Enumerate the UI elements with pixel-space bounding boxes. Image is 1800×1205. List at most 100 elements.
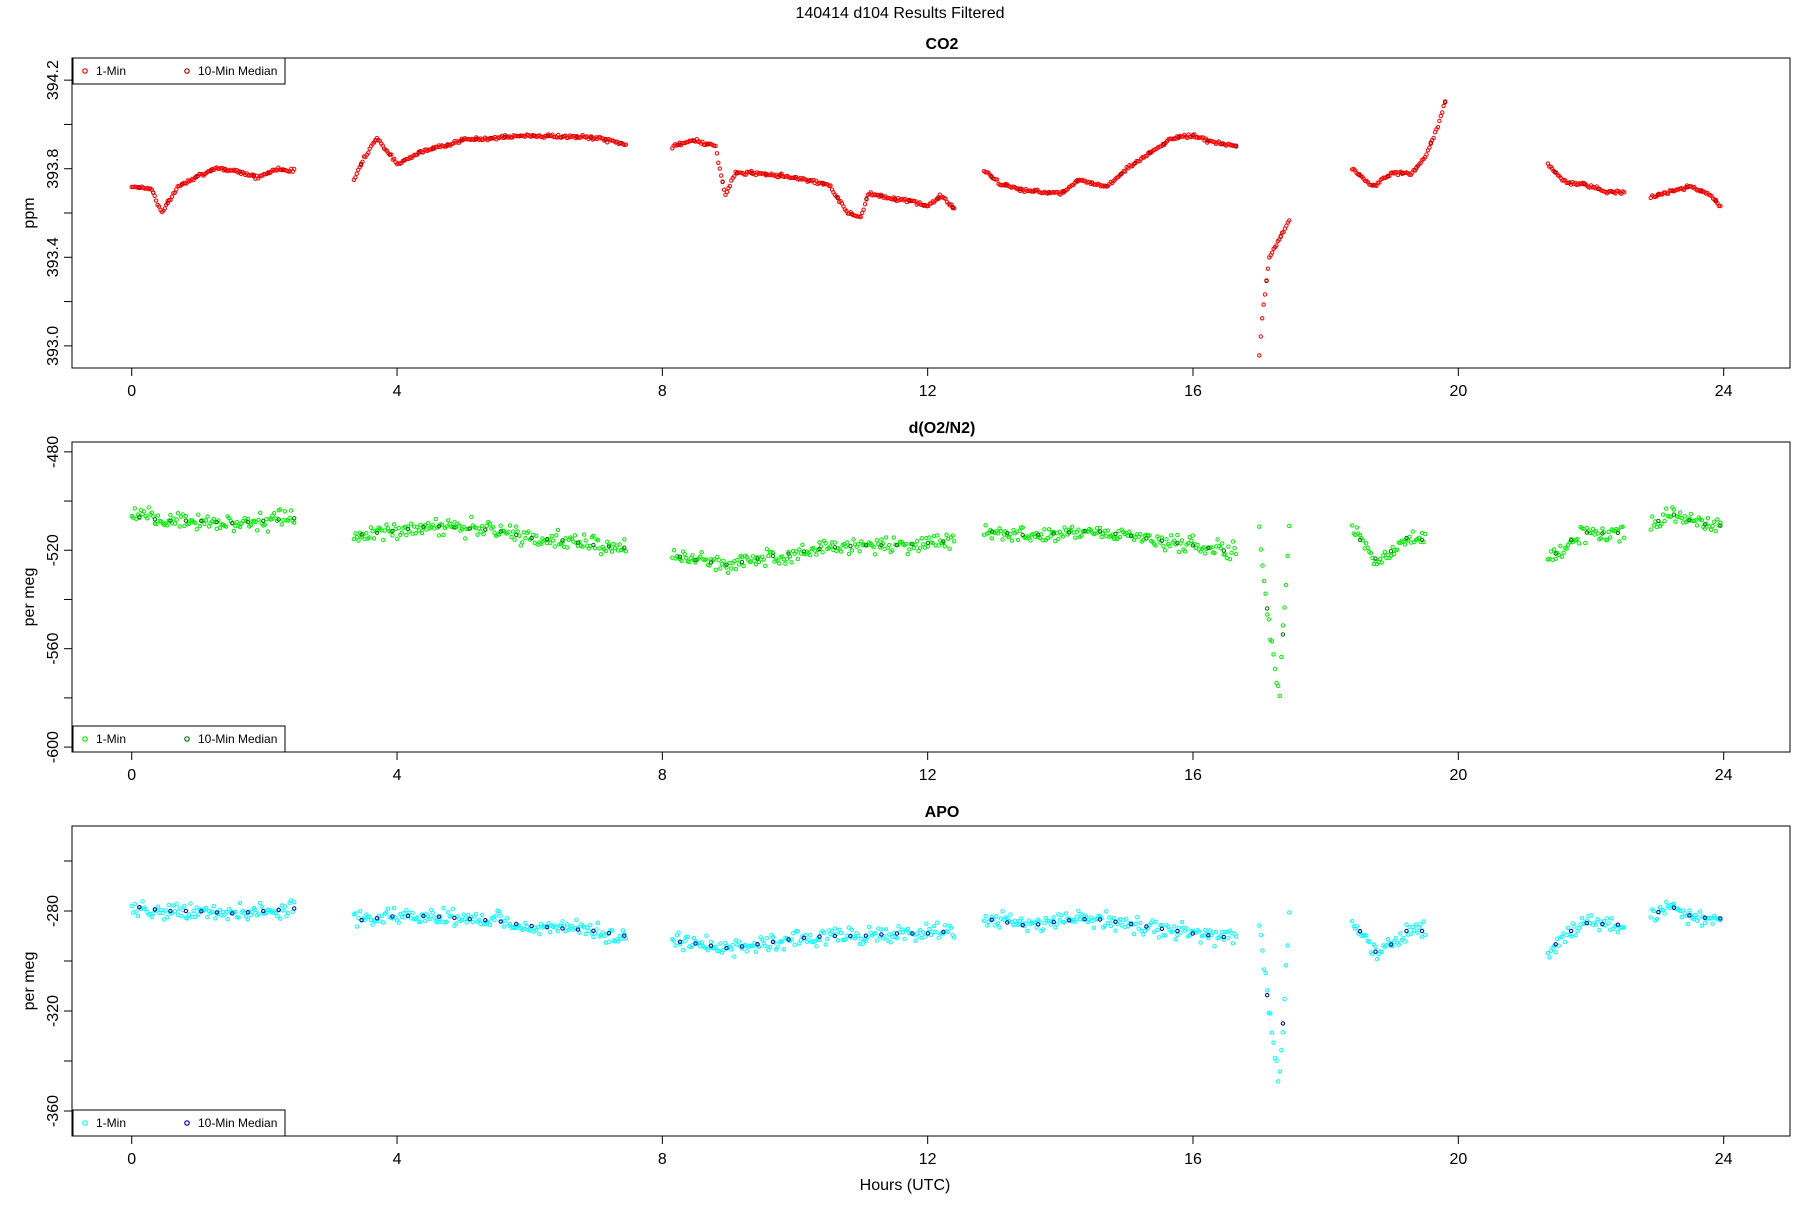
data-point: [1203, 551, 1208, 556]
y-tick-label: -280: [45, 895, 62, 927]
data-point: [552, 544, 557, 549]
data-point: [1553, 950, 1558, 955]
data-point: [1604, 538, 1610, 543]
x-tick-label: 8: [658, 383, 667, 400]
data-point: [453, 921, 459, 926]
data-point: [523, 536, 528, 541]
data-point: [156, 204, 162, 209]
data-point: [548, 540, 553, 546]
data-point: [441, 905, 446, 911]
page-title: 140414 d104 Results Filtered: [795, 5, 1004, 22]
data-point: [1283, 582, 1289, 588]
median-point: [560, 134, 565, 139]
data-point: [1057, 918, 1063, 923]
median-point: [894, 543, 900, 548]
data-point: [783, 561, 788, 566]
data-point: [894, 935, 900, 941]
median-point: [1066, 918, 1072, 923]
median-point: [1097, 917, 1103, 922]
data-point: [1687, 516, 1692, 521]
data-point: [223, 909, 229, 915]
data-point: [1688, 511, 1694, 517]
data-point: [716, 160, 721, 166]
data-point: [1040, 927, 1046, 932]
y-tick-label: -560: [45, 633, 62, 665]
data-point: [797, 547, 802, 552]
median-point: [1190, 133, 1196, 138]
data-point: [165, 523, 170, 528]
data-point: [194, 527, 199, 532]
median-point: [359, 532, 364, 537]
data-point: [418, 522, 423, 528]
x-tick-label: 4: [393, 767, 402, 784]
data-point: [814, 944, 819, 949]
data-point: [619, 936, 624, 941]
median-point: [749, 170, 754, 176]
plot-frame: [71, 825, 1791, 1137]
data-point: [1416, 535, 1422, 540]
data-point: [555, 527, 561, 533]
data-point: [1708, 916, 1714, 921]
median-point: [137, 905, 142, 910]
median-point: [544, 925, 550, 930]
data-point: [575, 925, 581, 930]
data-point: [506, 529, 511, 535]
x-tick-label: 12: [919, 767, 937, 784]
legend-label-1min: 1-Min: [96, 1116, 126, 1130]
data-point: [1559, 934, 1565, 939]
data-point: [174, 901, 179, 907]
data-point: [175, 511, 181, 516]
data-point: [433, 516, 438, 522]
data-point: [1545, 950, 1551, 956]
median-point: [1687, 518, 1692, 523]
median-point: [245, 910, 251, 915]
data-point: [1583, 540, 1588, 546]
data-point: [572, 533, 578, 538]
median-point: [925, 931, 931, 936]
median-point: [1442, 100, 1448, 105]
data-point: [534, 533, 539, 538]
data-point: [1694, 523, 1700, 528]
data-point: [177, 906, 182, 911]
median-point: [739, 944, 745, 949]
median-point: [544, 537, 550, 542]
data-point: [753, 562, 759, 567]
data-point: [461, 912, 466, 917]
median-point: [1419, 537, 1425, 543]
data-point: [685, 934, 690, 940]
data-point: [873, 552, 878, 557]
median-point: [402, 158, 407, 163]
data-point: [1718, 918, 1723, 923]
data-point: [1398, 931, 1403, 936]
data-point: [806, 937, 811, 942]
panel-1: CO2 ppm 0 4 8 12 16 20 24 393.0 393.4 393.8 394.2 1-M…: [21, 36, 1791, 400]
data-point: [1685, 921, 1691, 927]
data-point: [415, 915, 420, 920]
legend: 1-Min 10-Min Median: [72, 1109, 286, 1137]
data-point: [795, 556, 800, 562]
plot-frame: [71, 441, 1791, 753]
data-point: [1693, 912, 1698, 918]
data-point: [1282, 605, 1287, 610]
data-point: [792, 942, 797, 948]
median-point: [168, 518, 173, 523]
data-point: [1561, 931, 1566, 936]
data-point: [1189, 538, 1194, 543]
data-point: [1104, 909, 1109, 914]
data-point: [1271, 1040, 1276, 1045]
data-point: [609, 549, 615, 554]
data-point: [1354, 923, 1360, 929]
data-point: [698, 554, 703, 559]
data-point: [1283, 963, 1289, 968]
median-point: [806, 178, 812, 183]
data-point: [609, 928, 615, 933]
median-point: [708, 560, 714, 565]
median-point: [1175, 928, 1180, 934]
data-point: [1263, 970, 1268, 976]
median-point: [1020, 923, 1025, 928]
median-point: [622, 545, 627, 550]
median-point: [1713, 199, 1719, 204]
data-point: [838, 549, 844, 554]
median-point: [606, 544, 612, 549]
data-point: [879, 537, 884, 542]
